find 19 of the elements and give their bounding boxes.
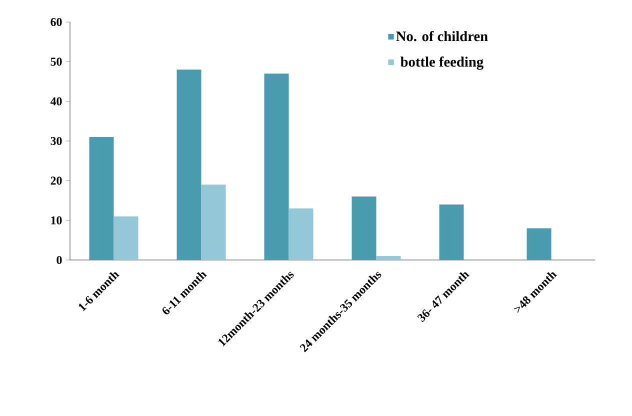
- bar: [439, 204, 464, 260]
- y-tick-label: 0: [56, 256, 62, 264]
- legend-label: No. of children: [396, 30, 488, 42]
- bar: [201, 184, 226, 260]
- y-tick-label: 60: [50, 18, 62, 26]
- y-tick-label: 40: [50, 97, 62, 106]
- y-tick-label: 50: [50, 58, 62, 66]
- bar: [352, 196, 376, 260]
- bar: [288, 208, 314, 260]
- bar: [376, 256, 401, 260]
- y-tick-label: 20: [50, 176, 62, 185]
- bar: [176, 70, 202, 260]
- y-tick-label: 30: [50, 136, 62, 146]
- bar: [89, 137, 114, 260]
- legend-label: bottle feeding: [400, 56, 484, 70]
- bar: [114, 216, 138, 260]
- bar: [526, 228, 552, 260]
- bar: [264, 74, 289, 260]
- y-tick-label: 10: [51, 216, 62, 224]
